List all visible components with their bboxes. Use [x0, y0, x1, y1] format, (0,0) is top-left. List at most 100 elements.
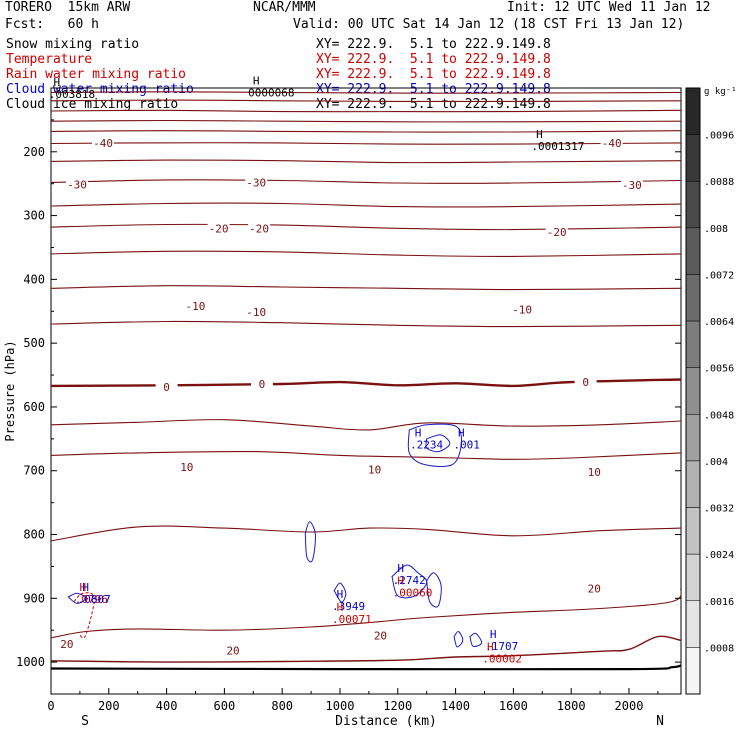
isotherm-label-bg — [620, 178, 643, 191]
y-tick-label: 300 — [23, 209, 45, 223]
field-name-snow: Snow mixing ratio — [6, 37, 140, 52]
y-tick-label: 400 — [23, 272, 45, 286]
org-label: NCAR/MMM — [253, 0, 316, 15]
maximum-marker: H — [397, 562, 404, 575]
x-tick-label: 2000 — [615, 699, 644, 713]
colorbar-label: .0008 — [704, 643, 734, 654]
maximum-marker: H — [458, 427, 465, 440]
cloud-water-contour — [67, 592, 87, 604]
x-axis-label: Distance (km) — [335, 714, 437, 729]
y-tick-label: 700 — [23, 464, 45, 478]
maximum-value-label: .3949 — [332, 600, 365, 613]
isotherm-label: 20 — [60, 638, 73, 651]
y-tick-label: 800 — [23, 528, 45, 542]
isotherm-label: 20 — [226, 645, 239, 658]
isotherm-label: 10 — [180, 461, 193, 474]
field-name-cloud-water: Cloud water mixing ratio — [6, 82, 194, 97]
x-tick-label: 1400 — [441, 699, 470, 713]
colorbar-label: .008 — [704, 224, 728, 235]
colorbar-label: .0024 — [704, 550, 734, 561]
isotherm-label: 20 — [374, 629, 387, 642]
colorbar-segment — [685, 87, 701, 135]
y-tick-label: 200 — [23, 145, 45, 159]
isotherm-line — [51, 109, 681, 113]
colorbar-segment — [685, 180, 701, 229]
colorbar-segment — [685, 647, 701, 695]
maximum-marker: H — [337, 601, 344, 614]
x-end-label-right: N — [656, 714, 664, 729]
rain-water-contour — [73, 592, 95, 639]
isotherm-label-bg — [66, 178, 89, 191]
maximum-value-label: .0001317 — [531, 140, 584, 153]
x-end-label-left: S — [81, 714, 89, 729]
isotherm-label: -20 — [209, 222, 229, 235]
isotherm-label: 0 — [582, 376, 589, 389]
colorbar-segment — [685, 320, 701, 368]
isotherm-line — [51, 587, 681, 639]
isotherm-label: 0 — [259, 378, 266, 391]
colorbar-label: .004 — [704, 457, 728, 468]
maximum-marker: H — [82, 581, 89, 594]
isotherm-line — [51, 119, 681, 123]
cloud-water-contour — [407, 423, 463, 467]
maximum-value-label: .0807 — [78, 593, 111, 606]
isotherm-label-bg — [55, 638, 78, 651]
isotherm-label-bg — [155, 381, 178, 394]
isotherm-line — [51, 320, 681, 328]
colorbar-label: .0032 — [704, 504, 734, 515]
isotherm-line — [51, 99, 681, 103]
forecast-hour: Fcst: 60 h — [5, 17, 99, 32]
colorbar-segment — [685, 507, 701, 555]
maximum-value-label: .0796 — [75, 593, 108, 606]
valid-time: Valid: 00 UTC Sat 14 Jan 12 (18 CST Fri … — [293, 17, 685, 32]
colorbar-label: .0016 — [704, 597, 734, 608]
isotherm-line — [51, 525, 681, 542]
maximum-marker: H — [253, 75, 260, 88]
maximum-value-label: .2234 — [410, 439, 443, 452]
colorbar-label: .0064 — [704, 317, 734, 328]
isotherm-label-bg — [222, 644, 245, 657]
cloud-water-contour — [333, 582, 347, 603]
isotherm-line — [51, 635, 681, 663]
maximum-marker: H — [79, 581, 86, 594]
colorbar-segment — [685, 367, 701, 415]
isotherm-label: -10 — [246, 306, 266, 319]
isotherm-line — [51, 130, 681, 133]
maximum-marker: H — [490, 628, 497, 641]
maximum-marker: H — [397, 575, 404, 588]
maximum-value-label: .00060 — [393, 587, 433, 600]
isotherm-label-bg — [250, 377, 273, 390]
x-tick-label: 200 — [98, 699, 120, 713]
colorbar-segment — [685, 134, 701, 182]
colorbar-label: .0088 — [704, 177, 734, 188]
x-tick-label: 1800 — [557, 699, 586, 713]
isotherm-line — [51, 419, 681, 431]
isotherm-line — [51, 91, 681, 94]
colorbar-segment — [685, 414, 701, 462]
colorbar-frame — [685, 87, 701, 695]
isotherm-label-bg — [583, 582, 606, 595]
isotherm-line — [51, 202, 681, 208]
x-tick-label: 1000 — [326, 699, 355, 713]
maximum-value-label: .00071 — [332, 613, 372, 626]
isotherm-label: -20 — [249, 222, 269, 235]
model-label: TORERO 15km ARW — [5, 0, 131, 15]
maximum-value-label: .003818 — [49, 88, 95, 101]
colorbar-segment — [685, 274, 701, 322]
maximum-value-label: .2742 — [393, 574, 426, 587]
cloud-water-contour — [304, 521, 316, 563]
field-xy-temperature: XY= 222.9. 5.1 to 222.9.149.8 — [316, 52, 551, 67]
field-xy-snow: XY= 222.9. 5.1 to 222.9.149.8 — [316, 37, 551, 52]
isotherm-label-bg — [511, 303, 534, 316]
isotherm-label: -30 — [246, 176, 266, 189]
y-tick-label: 900 — [23, 591, 45, 605]
isotherm-group — [51, 91, 681, 671]
field-xy-rain: XY= 222.9. 5.1 to 222.9.149.8 — [316, 67, 551, 82]
isotherm-label-bg — [245, 305, 268, 318]
field-name-temperature: Temperature — [6, 52, 93, 67]
colorbar-segment — [685, 553, 701, 602]
isotherm-label: -40 — [93, 137, 113, 150]
colorbar-label: .0096 — [704, 131, 734, 142]
plot-frame — [50, 87, 682, 695]
